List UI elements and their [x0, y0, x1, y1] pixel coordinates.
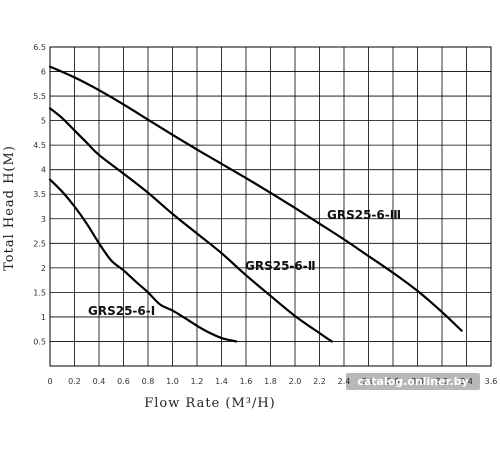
y-tick-label: 1 [41, 313, 46, 322]
series-curves [48, 65, 463, 343]
x-tick-label: 0.4 [93, 377, 106, 386]
series-label-2: GRS25-6-Ⅱ [245, 259, 316, 273]
series-label-1: GRS25-6-Ⅰ [88, 304, 155, 318]
y-tick-label: 6.5 [33, 43, 46, 52]
x-tick-label: 2.6 [362, 377, 375, 386]
series-label-3: GRS25-6-Ⅲ [327, 208, 401, 222]
y-tick-label: 2 [41, 264, 46, 273]
series-line-3 [48, 65, 463, 332]
x-tick-label: 3.4 [460, 377, 473, 386]
y-tick-label: 4.5 [33, 141, 46, 150]
x-tick-label: 2.0 [289, 377, 302, 386]
x-tick-label: 2.4 [338, 377, 351, 386]
y-axis-title: Total Head H(M) [2, 145, 17, 271]
grid [50, 47, 491, 366]
x-tick-label: 1.8 [264, 377, 277, 386]
series-line-2 [48, 107, 333, 343]
y-tick-label: 3.5 [33, 190, 46, 199]
x-tick-label: 0.8 [142, 377, 155, 386]
x-tick-label: 2.2 [313, 377, 326, 386]
x-tick-label: 3.0 [411, 377, 424, 386]
y-tick-labels: 0.5 1 1.5 2 2.5 3 3.5 4 4.5 5 5.5 6 6.5 [33, 43, 46, 346]
x-tick-label: 3.6 [485, 377, 498, 386]
x-tick-label: 0.6 [117, 377, 130, 386]
series-line-1 [48, 178, 238, 343]
y-tick-label: 6 [41, 68, 46, 77]
plot-frame [49, 46, 492, 367]
y-tick-label: 4 [41, 166, 46, 175]
x-tick-labels: 0 0.2 0.4 0.6 0.8 1.0 1.2 1.4 1.6 1.8 2.0 2.2 2.4 2.6… [47, 377, 497, 386]
y-tick-label: 5 [41, 117, 46, 126]
x-tick-label: 0 [47, 377, 52, 386]
y-tick-label: 5.5 [33, 92, 46, 101]
x-tick-label: 3.2 [436, 377, 449, 386]
y-tick-label: 3 [41, 215, 46, 224]
x-tick-label: 0.2 [68, 377, 81, 386]
x-tick-label: 2.8 [387, 377, 400, 386]
y-tick-label: 0.5 [33, 337, 46, 346]
x-axis-title: Flow Rate (M³/H) [144, 396, 276, 411]
watermark-background [346, 373, 480, 390]
y-tick-label: 1.5 [33, 288, 46, 297]
x-tick-label: 1.4 [215, 377, 228, 386]
x-tick-label: 1.0 [166, 377, 179, 386]
x-tick-label: 1.2 [191, 377, 204, 386]
x-tick-label: 1.6 [240, 377, 253, 386]
y-tick-label: 2.5 [33, 239, 46, 248]
watermark-text: catalog.onliner.by [357, 375, 468, 388]
